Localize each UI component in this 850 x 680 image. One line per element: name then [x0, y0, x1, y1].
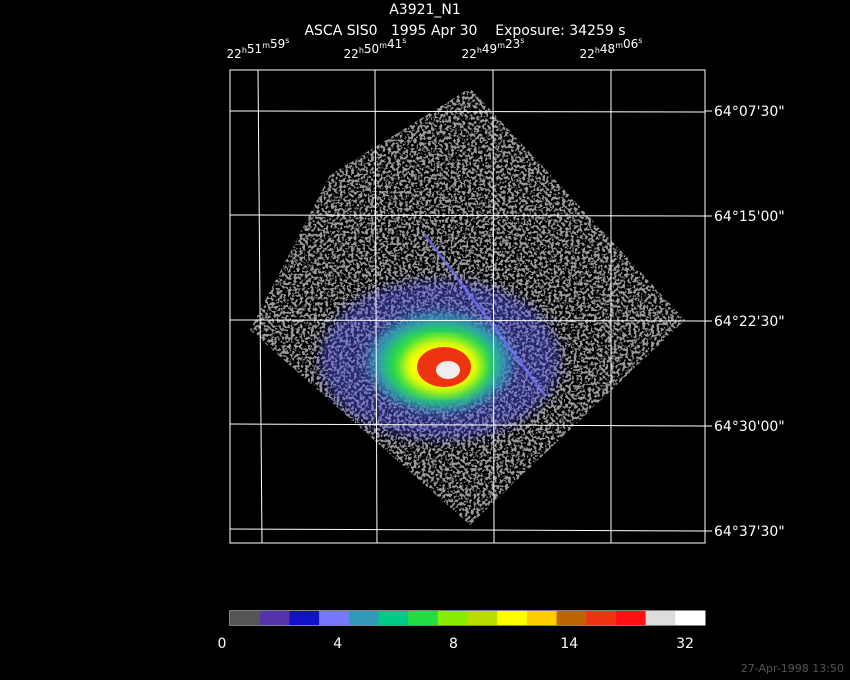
ra-part: 22: [344, 47, 359, 61]
ra-part: s: [285, 36, 289, 45]
dec-line: [229, 214, 706, 217]
level-white: [436, 361, 460, 379]
colorbar-segment: [437, 611, 468, 625]
ra-part: m: [379, 41, 387, 50]
timestamp: 27-Apr-1998 13:50: [741, 662, 844, 675]
streak: [423, 234, 547, 396]
colorbar-tick-label: 14: [560, 636, 578, 652]
ra-part: 49: [482, 42, 497, 56]
ra-part: m: [262, 41, 270, 50]
colorbar-tick-label: 0: [218, 636, 227, 652]
dec-label: 64°37'30": [714, 524, 785, 540]
dec-line: [229, 528, 706, 532]
ra-part: s: [520, 36, 524, 45]
ra-part: h: [595, 46, 600, 55]
colorbar-segment: [319, 611, 350, 625]
ra-label: 22h51m59s: [227, 36, 290, 61]
ra-label: 22h49m23s: [462, 36, 525, 61]
colorbar-segment: [645, 611, 676, 625]
colorbar-segment: [378, 611, 409, 625]
colorbar-segment: [675, 611, 706, 625]
colorbar-segment: [259, 611, 290, 625]
coordinate-grid: [229, 69, 706, 544]
ra-part: 48: [600, 42, 615, 56]
ra-part: h: [242, 46, 247, 55]
colorbar-segment: [526, 611, 558, 625]
colorbar-segment: [467, 611, 498, 625]
colorbar-tick-label: 8: [449, 636, 458, 652]
colorbar-tick-label: 32: [676, 636, 694, 652]
ra-part: 22: [227, 47, 242, 61]
colorbar-segment: [586, 611, 617, 625]
ra-part: m: [497, 41, 505, 50]
colorbar-tick-label: 4: [333, 636, 342, 652]
ra-label: 22h50m41s: [344, 36, 407, 61]
sky-image: [250, 88, 685, 525]
colorbar-segment: [289, 611, 320, 625]
ra-part: 41: [387, 37, 402, 51]
colorbar-segment: [408, 611, 439, 625]
colorbar-segment: [497, 611, 528, 625]
ra-part: h: [477, 46, 482, 55]
ra-part: 22: [580, 47, 595, 61]
ra-line: [257, 69, 263, 544]
ra-label: 22h48m06s: [580, 36, 643, 61]
dec-label: 64°22'30": [714, 314, 785, 330]
colorbar-segment: [230, 611, 261, 625]
ra-part: 50: [364, 42, 379, 56]
ra-part: s: [638, 36, 642, 45]
frame: [229, 69, 706, 544]
ra-part: m: [615, 41, 623, 50]
dec-line: [229, 110, 706, 113]
ra-part: 23: [505, 37, 520, 51]
ra-line: [492, 69, 495, 544]
colorbar-segment: [615, 611, 647, 625]
ra-part: 51: [247, 42, 262, 56]
title: A3921_N1: [389, 2, 461, 18]
ra-part: s: [402, 36, 406, 45]
subtitle: ASCA SIS0 1995 Apr 30 Exposure: 34259 s: [304, 23, 625, 39]
dec-line: [229, 319, 706, 322]
ra-part: 59: [270, 37, 285, 51]
ra-part: 22: [462, 47, 477, 61]
colorbar-segment: [348, 611, 379, 625]
ra-part: h: [359, 46, 364, 55]
dec-label: 64°07'30": [714, 104, 785, 120]
dec-line: [229, 423, 706, 427]
dec-label: 64°15'00": [714, 209, 785, 225]
ra-part: 06: [623, 37, 638, 51]
colorbar-segment: [556, 611, 587, 625]
dec-label: 64°30'00": [714, 419, 785, 435]
ra-line: [374, 69, 378, 544]
